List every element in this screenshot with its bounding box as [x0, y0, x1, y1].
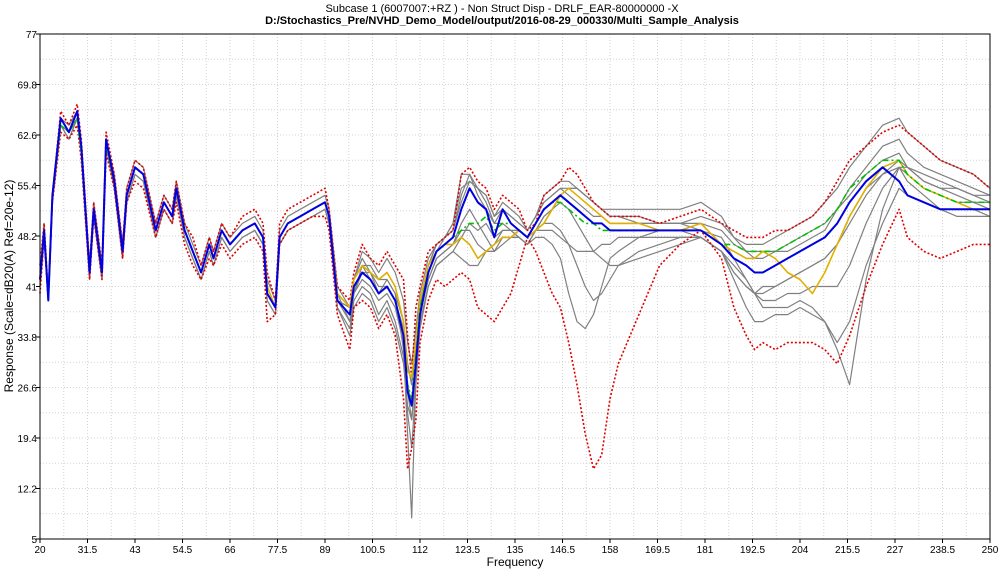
x-tick-label: 77.5 [268, 545, 288, 556]
y-tick-label: 48.2 [18, 232, 38, 243]
y-tick-label: 12.2 [18, 485, 38, 496]
series-line-lower-bound [39, 124, 990, 470]
axis-ticks: 20 31.5 43 54.5 66 77.5 89 100.5 112 123.5 135 146.… [18, 30, 999, 556]
y-tick-label: 5 [31, 535, 37, 546]
x-tick-label: 66 [224, 545, 236, 556]
x-tick-label: 146.5 [550, 545, 575, 556]
x-tick-label: 31.5 [78, 545, 98, 556]
x-tick-label: 123.5 [455, 545, 480, 556]
y-tick-label: 55.4 [18, 182, 38, 193]
grid-lines [40, 34, 990, 539]
x-tick-label: 112 [412, 545, 428, 556]
x-tick-label: 250 [982, 545, 999, 556]
x-tick-label: 89 [319, 545, 331, 556]
chart-subtitle: D:/Stochastics_Pre/NVHD_Demo_Model/outpu… [265, 15, 739, 27]
x-tick-label: 43 [129, 545, 141, 556]
x-tick-label: 169.5 [645, 545, 670, 556]
chart-title: Subcase 1 (6007007:+RZ ) - Non Struct Di… [325, 3, 679, 15]
y-tick-label: 62.6 [18, 131, 38, 142]
y-tick-label: 19.4 [18, 434, 38, 445]
y-axis-title: Response (Scale=dB20(A) Ref=20e-12) [2, 180, 16, 393]
x-tick-label: 204 [792, 545, 809, 556]
series-line-mean [39, 110, 990, 407]
y-tick-label: 33.8 [18, 333, 38, 344]
x-tick-label: 20 [34, 545, 46, 556]
x-axis-title: Frequency [487, 555, 544, 569]
x-tick-label: 227 [887, 545, 904, 556]
series-line-upper-bound [39, 103, 991, 379]
x-tick-label: 238.5 [930, 545, 955, 556]
x-tick-label: 215.5 [835, 545, 860, 556]
x-tick-label: 54.5 [173, 545, 193, 556]
series-line-sample-6 [39, 117, 991, 449]
x-tick-label: 158 [602, 545, 619, 556]
series-line-sample-5 [39, 117, 991, 386]
x-tick-label: 100.5 [360, 545, 385, 556]
series-line-sample-2 [39, 117, 991, 386]
x-tick-label: 192.5 [740, 545, 765, 556]
x-tick-label: 181 [697, 545, 714, 556]
y-tick-label: 77 [26, 30, 38, 41]
y-tick-label: 26.6 [18, 384, 38, 395]
series-lines [39, 103, 991, 519]
y-tick-label: 69.8 [18, 81, 38, 92]
y-tick-label: 41 [26, 283, 38, 294]
x-tick-label: 135 [507, 545, 524, 556]
